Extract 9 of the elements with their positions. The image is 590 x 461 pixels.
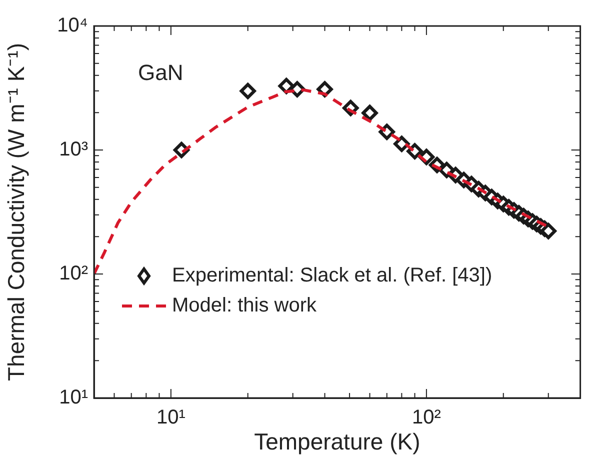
x-axis-title: Temperature (K) <box>254 428 420 455</box>
y-axis-title: Thermal Conductivity (W m⁻¹ K⁻¹) <box>3 42 30 382</box>
annotation: GaN <box>138 60 184 86</box>
legend-label: Model: this work <box>172 294 318 317</box>
y-tick-label: 10¹ <box>59 386 88 409</box>
legend-label: Experimental: Slack et al. (Ref. [43]) <box>172 264 492 287</box>
y-tick-label: 10³ <box>59 138 88 161</box>
y-tick-label: 10² <box>59 262 88 285</box>
y-tick-label: 10⁴ <box>57 14 88 37</box>
